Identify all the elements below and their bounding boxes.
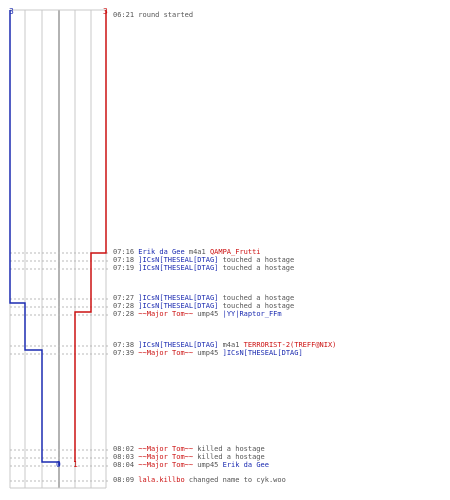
ct-player-name: ]ICsN[THESEAL[DTAG]: [222, 349, 303, 357]
event-time: 08:03: [113, 453, 139, 461]
event-row: 07:27 ]ICsN[THESEAL[DTAG] touched a host…: [113, 294, 294, 302]
event-time: 07:38: [113, 341, 139, 349]
event-time: 08:04: [113, 461, 139, 469]
event-time: 07:16: [113, 248, 139, 256]
ct-player-name: Erik da Gee: [138, 248, 185, 256]
event-row: 07:38 ]ICsN[THESEAL[DTAG] m4a1 TERRORIST…: [113, 341, 336, 349]
t-player-name: ~~Major Tom~~: [138, 453, 194, 461]
event-action: m4a1: [218, 341, 244, 349]
event-time: 07:28: [113, 310, 139, 318]
ct-player-name: |YY|Raptor_FFm: [222, 310, 282, 318]
event-row: 07:39 ~~Major Tom~~ ump45 ]ICsN[THESEAL[…: [113, 349, 303, 357]
event-row: 08:02 ~~Major Tom~~ killed a hostage: [113, 445, 265, 453]
event-row: 07:16 Erik da Gee m4a1 QAMPA_Frutti: [113, 248, 261, 256]
event-time: 08:09: [113, 476, 139, 484]
t-alive-line: [74, 10, 107, 462]
event-action: killed a hostage: [193, 445, 265, 453]
ct-player-name: ]ICsN[THESEAL[DTAG]: [138, 341, 219, 349]
event-time: 06:21: [113, 11, 139, 19]
t-player-name: ~~Major Tom~~: [138, 461, 194, 469]
event-time: 07:28: [113, 302, 139, 310]
event-action: touched a hostage: [218, 256, 295, 264]
event-time: 08:02: [113, 445, 139, 453]
event-action: changed name to cyk.woo: [184, 476, 286, 484]
event-action: ump45: [193, 310, 223, 318]
ct-player-name: ]ICsN[THESEAL[DTAG]: [138, 256, 219, 264]
t-player-name: QAMPA_Frutti: [209, 248, 261, 256]
t-player-name: ~~Major Tom~~: [138, 445, 194, 453]
event-action: ump45: [193, 349, 223, 357]
event-row: 06:21 round started: [113, 11, 193, 19]
event-action: touched a hostage: [218, 294, 295, 302]
event-row: 08:09 lala.killbo changed name to cyk.wo…: [113, 476, 286, 484]
ct-start-count: 3: [9, 7, 14, 16]
event-row: 07:28 ]ICsN[THESEAL[DTAG] touched a host…: [113, 302, 294, 310]
ct-alive-line: [9, 10, 60, 466]
event-action: touched a hostage: [218, 302, 295, 310]
ct-player-name: ]ICsN[THESEAL[DTAG]: [138, 294, 219, 302]
event-row: 07:18 ]ICsN[THESEAL[DTAG] touched a host…: [113, 256, 294, 264]
ct-player-name: ]ICsN[THESEAL[DTAG]: [138, 302, 219, 310]
event-row: 08:04 ~~Major Tom~~ ump45 Erik da Gee: [113, 461, 269, 469]
ct-end-count: 0: [56, 460, 61, 469]
event-action: killed a hostage: [193, 453, 265, 461]
event-time: 07:18: [113, 256, 139, 264]
event-time: 07:19: [113, 264, 139, 272]
event-action: touched a hostage: [218, 264, 295, 272]
event-time: 07:27: [113, 294, 139, 302]
t-player-name: ~~Major Tom~~: [138, 349, 194, 357]
event-time: 07:39: [113, 349, 139, 357]
event-row: 08:03 ~~Major Tom~~ killed a hostage: [113, 453, 265, 461]
event-row: 07:28 ~~Major Tom~~ ump45 |YY|Raptor_FFm: [113, 310, 282, 318]
t-player-name: ~~Major Tom~~: [138, 310, 194, 318]
event-action: round started: [138, 11, 194, 19]
timeline-grid: [9, 9, 107, 489]
t-start-count: 3: [103, 7, 108, 16]
ct-player-name: Erik da Gee: [222, 461, 269, 469]
t-end-count: 1: [73, 460, 78, 469]
event-row-guides: [10, 252, 110, 482]
event-row: 07:19 ]ICsN[THESEAL[DTAG] touched a host…: [113, 264, 294, 272]
event-action: ump45: [193, 461, 223, 469]
event-action: m4a1: [184, 248, 210, 256]
t-player-name: TERRORIST-2(TREFF@NIX): [243, 341, 337, 349]
ct-player-name: ]ICsN[THESEAL[DTAG]: [138, 264, 219, 272]
t-player-name: lala.killbo: [138, 476, 185, 484]
